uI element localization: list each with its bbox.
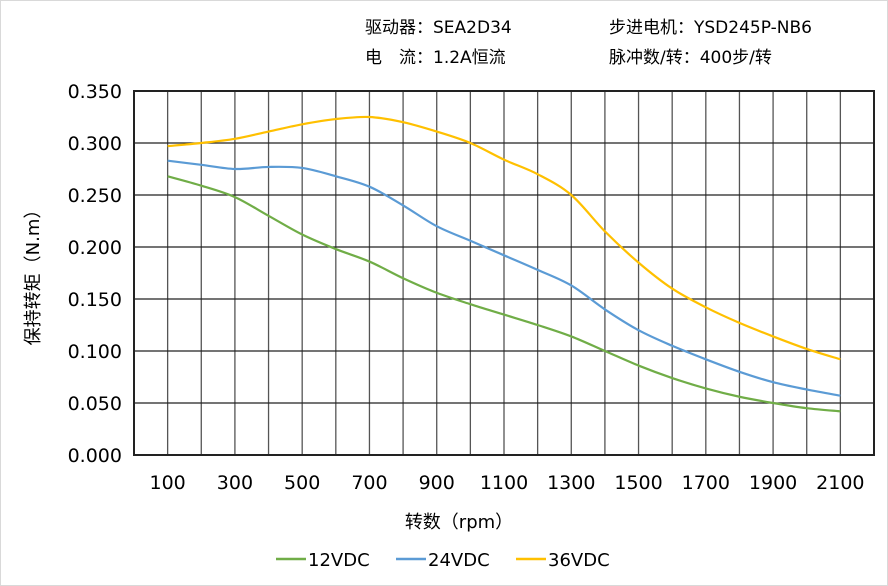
plot-frame — [133, 90, 875, 456]
x-tick-label: 1700 — [682, 472, 730, 494]
x-tick-label: 1100 — [480, 472, 528, 494]
x-tick-label: 900 — [419, 472, 455, 494]
series-line-24vdc — [167, 159, 841, 397]
x-tick-label: 1900 — [749, 472, 797, 494]
x-tick-label: 500 — [284, 472, 320, 494]
x-tick-label: 100 — [150, 472, 186, 494]
y-tick-label: 0.200 — [68, 237, 122, 259]
series-line-36vdc — [167, 115, 841, 361]
y-tick-label: 0.150 — [68, 289, 122, 311]
y-tick-label: 0.250 — [68, 185, 122, 207]
x-tick-label: 2100 — [816, 472, 864, 494]
legend-label-24vdc: 24VDC — [428, 550, 490, 571]
y-tick-label: 0.050 — [68, 393, 122, 415]
x-tick-label: 300 — [217, 472, 253, 494]
motor-label: 步进电机：YSD245P-NB6 — [609, 18, 812, 38]
legend-label-12vdc: 12VDC — [308, 550, 370, 571]
driver-label: 驱动器：SEA2D34 — [365, 18, 512, 38]
current-label: 电 流：1.2A恒流 — [365, 48, 506, 68]
y-tick-label: 0.000 — [68, 445, 122, 467]
y-tick-label: 0.350 — [68, 81, 122, 103]
x-tick-label: 1500 — [614, 472, 662, 494]
series-line-12vdc — [167, 175, 841, 413]
y-axis-label: 保持转矩（N.m） — [23, 201, 44, 346]
legend-label-36vdc: 36VDC — [548, 550, 610, 571]
y-tick-label: 0.100 — [68, 341, 122, 363]
x-tick-label: 1300 — [547, 472, 595, 494]
x-axis-label: 转数（rpm） — [405, 512, 513, 533]
x-tick-label: 700 — [351, 472, 387, 494]
pulses-label: 脉冲数/转：400步/转 — [609, 48, 772, 68]
y-tick-label: 0.300 — [68, 133, 122, 155]
